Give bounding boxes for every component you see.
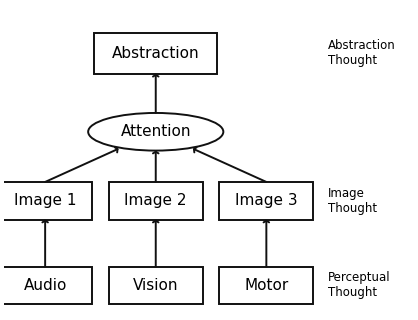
Text: Audio: Audio	[23, 278, 67, 293]
Bar	[0, 267, 92, 304]
Bar	[219, 267, 314, 304]
Text: Vision: Vision	[133, 278, 178, 293]
Text: Image 3: Image 3	[235, 193, 298, 208]
Text: Image 1: Image 1	[14, 193, 76, 208]
Text: Image
Thought: Image Thought	[328, 187, 377, 215]
Text: Image 2: Image 2	[125, 193, 187, 208]
Bar	[109, 182, 203, 220]
Text: Perceptual
Thought: Perceptual Thought	[328, 271, 390, 300]
Text: Abstraction: Abstraction	[112, 46, 199, 61]
Text: Abstraction
Thought: Abstraction Thought	[328, 39, 395, 68]
Bar	[94, 33, 217, 74]
Bar	[109, 267, 203, 304]
Bar	[219, 182, 314, 220]
Text: Motor: Motor	[244, 278, 288, 293]
Ellipse shape	[88, 113, 223, 151]
Text: Attention: Attention	[120, 124, 191, 139]
Bar	[0, 182, 92, 220]
